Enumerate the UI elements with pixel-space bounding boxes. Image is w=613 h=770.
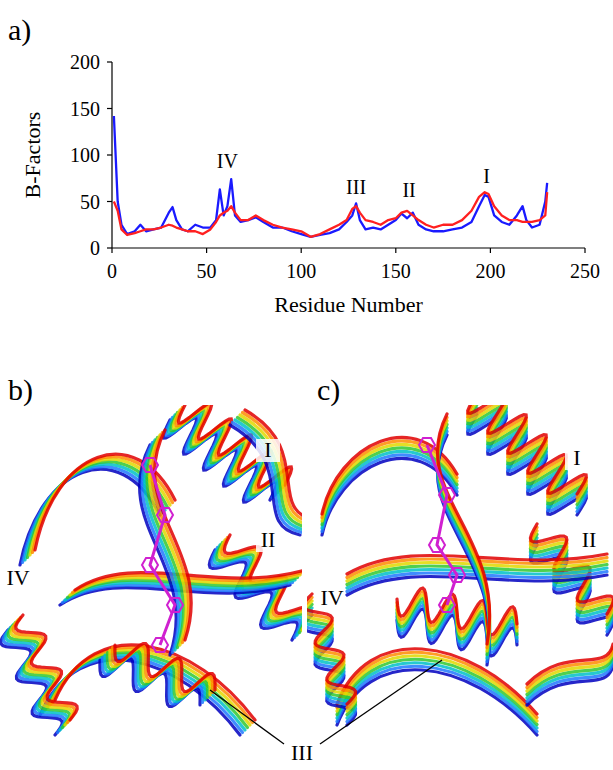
x-tick: [206, 248, 207, 253]
x-tick-label: 200: [475, 260, 505, 282]
panel-label: c): [317, 373, 340, 407]
region-label: II: [261, 527, 276, 552]
panel-label: a): [8, 13, 31, 47]
annotation: I: [483, 165, 490, 187]
x-tick-label: 50: [197, 260, 217, 282]
y-tick-label: 50: [80, 191, 100, 213]
ligand-ring: [419, 438, 435, 452]
annotation: IV: [217, 150, 239, 172]
ligand: [150, 465, 175, 645]
y-tick-label: 0: [90, 237, 100, 259]
x-tick: [111, 248, 112, 253]
x-tick-label: 0: [107, 260, 117, 282]
structure-ribbons: [307, 405, 613, 735]
ribbon: [337, 649, 537, 714]
y-tick: [107, 201, 112, 202]
y-tick-label: 150: [70, 98, 100, 120]
pointer-line: [210, 690, 284, 744]
x-tick: [395, 248, 396, 253]
ribbon: [527, 648, 613, 688]
ligand-ring: [152, 638, 168, 652]
ligand-ring: [449, 568, 465, 582]
series-line: [114, 116, 547, 237]
region-label: III: [291, 740, 313, 765]
ribbon: [437, 421, 489, 651]
structure-render: [1, 405, 302, 735]
series-group: [114, 116, 547, 237]
region-label: IV: [320, 585, 343, 610]
y-tick-label: 200: [70, 51, 100, 73]
x-axis-title: Residue Number: [274, 292, 423, 317]
ribbon: [437, 428, 489, 658]
x-tick: [584, 248, 585, 253]
ribbon: [307, 594, 356, 704]
ligand-ring: [439, 488, 455, 502]
region-label: IV: [6, 565, 29, 590]
ligand-ring: [429, 538, 445, 552]
ribbon: [437, 435, 489, 665]
ribbon: [16, 615, 77, 720]
ribbon: [437, 425, 489, 655]
y-tick: [107, 61, 112, 62]
ligand-ring: [157, 508, 173, 522]
ligand-ring: [167, 598, 183, 612]
y-tick: [107, 154, 112, 155]
ribbon: [527, 644, 613, 684]
ribbon: [245, 410, 302, 520]
series-line: [114, 192, 547, 237]
structure-render: [307, 405, 613, 735]
y-tick: [107, 247, 112, 248]
x-tick: [301, 248, 302, 253]
annotation: II: [402, 179, 415, 201]
x-axis-line: [112, 247, 585, 248]
x-tick-label: 150: [381, 260, 411, 282]
pointer-line: [320, 660, 442, 744]
structure-ribbons: [1, 405, 302, 735]
x-tick-label: 100: [286, 260, 316, 282]
x-tick-label: 250: [570, 260, 600, 282]
ligand-ring: [142, 458, 158, 472]
ribbon: [437, 418, 489, 648]
annotation: III: [346, 176, 366, 198]
region-label: I: [573, 445, 580, 470]
y-tick: [107, 108, 112, 109]
ribbon: [437, 414, 489, 644]
x-tick: [490, 248, 491, 253]
y-axis-title: B-Factors: [20, 112, 45, 199]
ligand-ring: [142, 558, 158, 572]
ligand-ring: [439, 598, 455, 612]
y-tick-label: 100: [70, 144, 100, 166]
panel-label: b): [8, 373, 33, 407]
ribbon: [147, 438, 184, 648]
ribbon: [55, 645, 255, 720]
region-label: I: [264, 437, 271, 462]
ribbon: [397, 588, 517, 635]
ribbon: [307, 598, 356, 708]
region-label: II: [582, 527, 597, 552]
figure: a) 0 50 100 150 200 250 0 50 100 150 200 B-Factors Re…: [0, 0, 613, 770]
